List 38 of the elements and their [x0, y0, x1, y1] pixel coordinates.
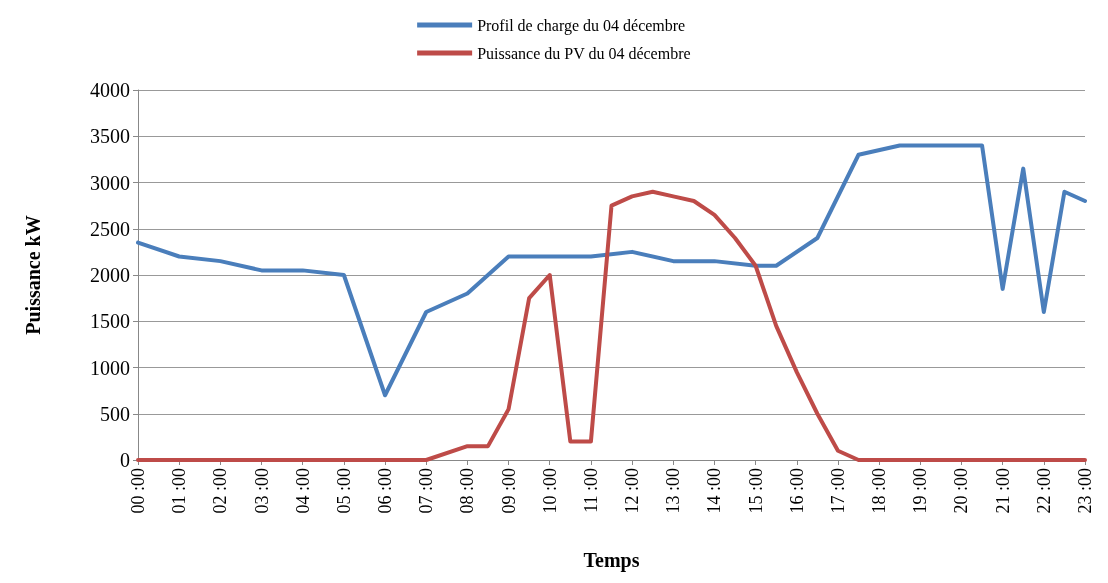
- x-tick-label: 14 :00: [704, 468, 725, 514]
- line-series: [136, 143, 1087, 398]
- y-tick-label: 2000: [90, 264, 130, 286]
- y-tick-label: 1500: [90, 310, 130, 333]
- x-tick-label: 12 :00: [622, 468, 643, 514]
- x-tick-label: 23 :00: [1075, 468, 1095, 514]
- legend-label: Puissance du PV du 04 décembre: [477, 44, 691, 62]
- x-tick-label: 15 :00: [745, 468, 766, 514]
- y-tick-label: 3000: [90, 171, 130, 194]
- x-tick-label: 16 :00: [786, 468, 807, 514]
- x-tick-label: 20 :00: [951, 468, 972, 514]
- x-tick-label: 18 :00: [869, 468, 890, 514]
- x-tick-label: 21 :00: [992, 468, 1013, 514]
- y-tick-label: 1000: [90, 356, 130, 379]
- y-tick-label: 0: [120, 449, 130, 471]
- y-tick-label: 2500: [90, 217, 130, 240]
- x-tick-label: 03 :00: [251, 468, 272, 514]
- legend-label: Profil de charge du 04 décembre: [477, 16, 686, 35]
- x-tick-label: 05 :00: [333, 468, 354, 514]
- y-tick-label: 500: [100, 402, 130, 425]
- x-tick-label: 10 :00: [539, 468, 560, 514]
- y-axis-title: Puissance kW: [22, 215, 44, 335]
- x-tick-label: 00 :00: [128, 468, 148, 514]
- x-tick-label: 02 :00: [210, 468, 231, 514]
- x-axis-title: Temps: [583, 549, 640, 572]
- y-tick-label: 4000: [90, 79, 130, 101]
- x-tick-label: 01 :00: [169, 468, 190, 514]
- x-tick-label: 06 :00: [375, 468, 396, 514]
- x-tick-label: 08 :00: [457, 468, 478, 514]
- x-tick-label: 07 :00: [416, 468, 437, 514]
- y-tick-label: 3500: [90, 125, 130, 148]
- x-tick-label: 13 :00: [663, 468, 684, 514]
- x-tick-label: 19 :00: [910, 468, 931, 514]
- x-tick-label: 09 :00: [498, 468, 519, 514]
- x-tick-label: 11 :00: [580, 468, 601, 513]
- x-tick-label: 04 :00: [292, 468, 313, 514]
- x-tick-label: 22 :00: [1033, 468, 1054, 514]
- x-tick-label: 17 :00: [827, 468, 848, 514]
